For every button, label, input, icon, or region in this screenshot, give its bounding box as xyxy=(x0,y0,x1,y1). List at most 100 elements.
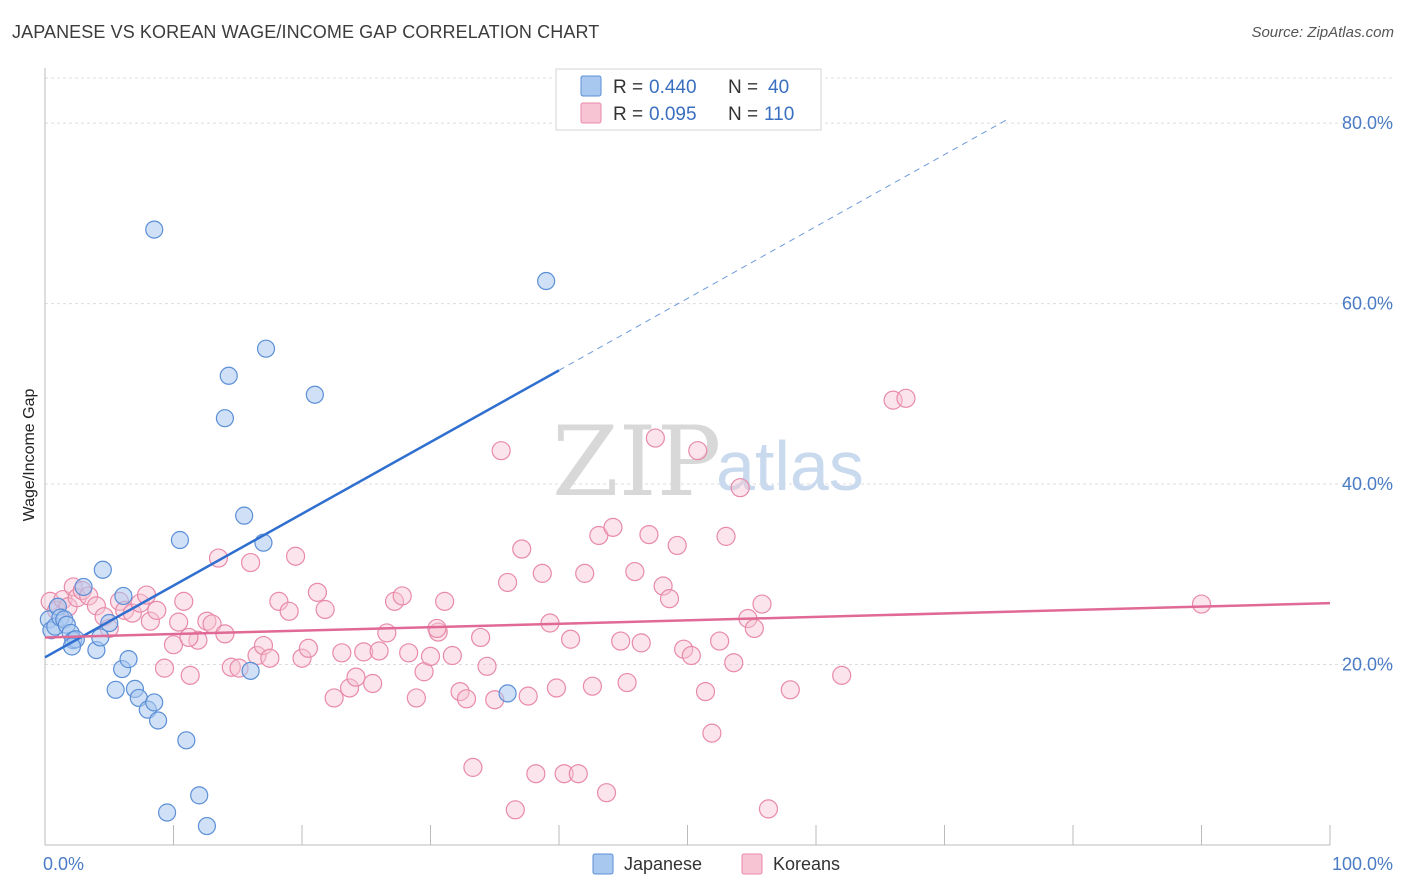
bottom-legend-swatch-korean xyxy=(741,853,763,875)
korean-point-73 xyxy=(554,764,574,784)
korean-point-59 xyxy=(456,689,477,709)
watermark: ZIP atlas xyxy=(552,406,864,518)
korean-point-47 xyxy=(369,641,389,661)
legend-swatch-japanese xyxy=(580,75,602,97)
korean-point-22 xyxy=(180,665,200,685)
korean-point-40 xyxy=(315,599,335,620)
x-tick-labels: 0.0% 100.0% xyxy=(43,854,1393,874)
legend-r-label-korean: R = xyxy=(613,104,643,125)
korean-point-96 xyxy=(716,526,736,546)
axes xyxy=(44,68,1331,846)
korean-point-39 xyxy=(307,582,328,602)
legend-n-value-korean: 110 xyxy=(764,104,794,125)
bottom-legend-swatch-japanese xyxy=(592,853,614,875)
korean-point-107 xyxy=(1191,594,1212,614)
korean-point-43 xyxy=(339,678,360,698)
korean-point-77 xyxy=(582,676,603,696)
legend-swatch-korean xyxy=(580,102,602,124)
japanese-point-16 xyxy=(106,680,125,699)
y-axis-label: Wage/Income Gap xyxy=(21,389,38,522)
japanese-point-37 xyxy=(305,385,324,404)
grid-lines xyxy=(45,77,1393,666)
korean-point-92 xyxy=(688,441,708,461)
japanese-point-14 xyxy=(93,560,112,579)
japanese-point-36 xyxy=(256,339,276,358)
korean-point-82 xyxy=(617,672,637,693)
korean-point-28 xyxy=(221,657,241,677)
korean-point-45 xyxy=(354,642,374,662)
japanese-point-31 xyxy=(215,409,234,428)
korean-point-108 xyxy=(179,627,199,648)
korean-point-86 xyxy=(645,428,665,448)
korean-point-62 xyxy=(477,656,497,676)
korean-point-79 xyxy=(596,783,617,803)
korean-point-52 xyxy=(406,688,426,708)
korean-point-16 xyxy=(140,611,160,631)
korean-point-18 xyxy=(154,658,175,678)
korean-point-74 xyxy=(560,629,581,649)
korean-point-101 xyxy=(752,594,772,614)
legend-r-value-japanese: 0.440 xyxy=(649,77,697,98)
korean-point-70 xyxy=(532,563,552,583)
korean-point-35 xyxy=(279,601,299,621)
korean-point-93 xyxy=(695,681,716,702)
japanese-point-38 xyxy=(537,271,556,291)
korean-point-83 xyxy=(625,561,645,582)
korean-point-109 xyxy=(427,618,447,639)
korean-point-80 xyxy=(603,517,623,537)
korean-point-17 xyxy=(147,600,167,620)
y-tick-labels: 20.0% 40.0% 60.0% 80.0% xyxy=(1342,113,1393,674)
top-legend: R = 0.440 N = 40 R = 0.095 N = 110 xyxy=(555,68,822,131)
japanese-points xyxy=(39,220,556,836)
japanese-point-19 xyxy=(119,650,138,669)
korean-point-37 xyxy=(292,648,312,668)
japanese-point-26 xyxy=(170,530,190,550)
japanese-point-32 xyxy=(219,366,238,385)
japanese-point-25 xyxy=(157,803,177,822)
korean-point-58 xyxy=(450,681,470,702)
trend-lines xyxy=(44,118,1331,659)
japanese-point-23 xyxy=(145,693,164,712)
japanese-point-28 xyxy=(190,786,209,805)
japanese-point-34 xyxy=(241,661,260,680)
korean-point-69 xyxy=(526,764,546,784)
korean-point-98 xyxy=(730,478,750,498)
korean-point-97 xyxy=(724,653,744,673)
watermark-atlas: atlas xyxy=(716,427,864,505)
korean-point-103 xyxy=(780,680,800,700)
korean-point-66 xyxy=(505,800,525,820)
korean-point-36 xyxy=(285,546,306,566)
korean-point-38 xyxy=(298,638,319,658)
korean-point-91 xyxy=(681,645,701,666)
watermark-zip: ZIP xyxy=(552,406,721,518)
japanese-point-39 xyxy=(498,684,517,703)
x-tick-label-1: 100.0% xyxy=(1332,854,1393,874)
bottom-legend-label-japanese: Japanese xyxy=(624,854,702,874)
korean-point-95 xyxy=(710,631,730,651)
korean-point-33 xyxy=(260,648,280,668)
japanese-point-29 xyxy=(197,816,217,836)
korean-point-21 xyxy=(174,591,194,611)
korean-point-34 xyxy=(269,591,289,611)
korean-point-65 xyxy=(498,572,518,593)
japanese-trend-line xyxy=(44,369,560,659)
korean-point-85 xyxy=(639,524,659,545)
korean-point-42 xyxy=(332,643,352,663)
korean-point-20 xyxy=(169,612,189,632)
korean-point-50 xyxy=(392,586,412,606)
korean-point-32 xyxy=(253,635,274,656)
korean-point-48 xyxy=(377,623,397,643)
korean-point-60 xyxy=(463,757,483,777)
japanese-trend-extension xyxy=(558,118,1009,371)
korean-point-78 xyxy=(589,525,609,546)
chart-source: Source: ZipAtlas.com xyxy=(1251,24,1394,41)
korean-point-106 xyxy=(896,388,916,408)
korean-point-72 xyxy=(546,678,567,698)
y-tick-label-1: 40.0% xyxy=(1342,474,1393,494)
korean-point-54 xyxy=(420,646,441,667)
bottom-legend-label-korean: Koreans xyxy=(773,854,840,874)
korean-point-81 xyxy=(611,631,631,651)
legend-r-value-korean: 0.095 xyxy=(649,104,697,125)
japanese-point-30 xyxy=(145,220,164,239)
